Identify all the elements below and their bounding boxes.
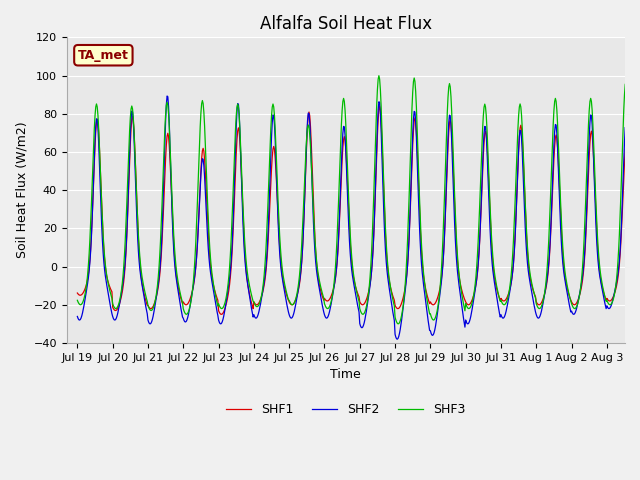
SHF2 — [394, 336, 401, 342]
Title: Alfalfa Soil Heat Flux: Alfalfa Soil Heat Flux — [260, 15, 432, 33]
SHF2 — [394, 336, 402, 341]
SHF1 — [374, 132, 381, 138]
SHF1 — [193, 255, 200, 261]
Line: SHF1: SHF1 — [77, 107, 625, 314]
SHF2 — [424, 312, 431, 318]
SHF1 — [621, 146, 629, 152]
SHF1 — [394, 306, 402, 312]
Line: SHF3: SHF3 — [77, 76, 625, 324]
SHF1 — [452, 236, 460, 242]
SHF2 — [621, 125, 629, 131]
SHF1 — [424, 294, 431, 300]
SHF3 — [621, 82, 629, 87]
SHF3 — [500, 302, 508, 308]
SHF1 — [500, 298, 508, 304]
SHF2 — [452, 251, 460, 256]
SHF3 — [394, 320, 401, 326]
SHF3 — [394, 321, 402, 327]
SHF3 — [424, 299, 431, 305]
SHF1 — [218, 312, 225, 317]
Y-axis label: Soil Heat Flux (W/m2): Soil Heat Flux (W/m2) — [15, 122, 28, 259]
SHF3 — [452, 228, 460, 234]
Text: TA_met: TA_met — [78, 49, 129, 62]
SHF2 — [500, 313, 508, 319]
SHF3 — [193, 223, 200, 228]
SHF2 — [374, 123, 381, 129]
X-axis label: Time: Time — [330, 368, 361, 381]
SHF2 — [74, 313, 81, 319]
SHF3 — [373, 103, 381, 108]
Line: SHF2: SHF2 — [77, 96, 625, 339]
SHF3 — [375, 73, 383, 79]
SHF1 — [74, 290, 81, 296]
SHF3 — [74, 298, 81, 303]
SHF1 — [376, 104, 383, 109]
Legend: SHF1, SHF2, SHF3: SHF1, SHF2, SHF3 — [221, 398, 470, 421]
SHF2 — [193, 245, 201, 251]
SHF2 — [163, 93, 171, 99]
